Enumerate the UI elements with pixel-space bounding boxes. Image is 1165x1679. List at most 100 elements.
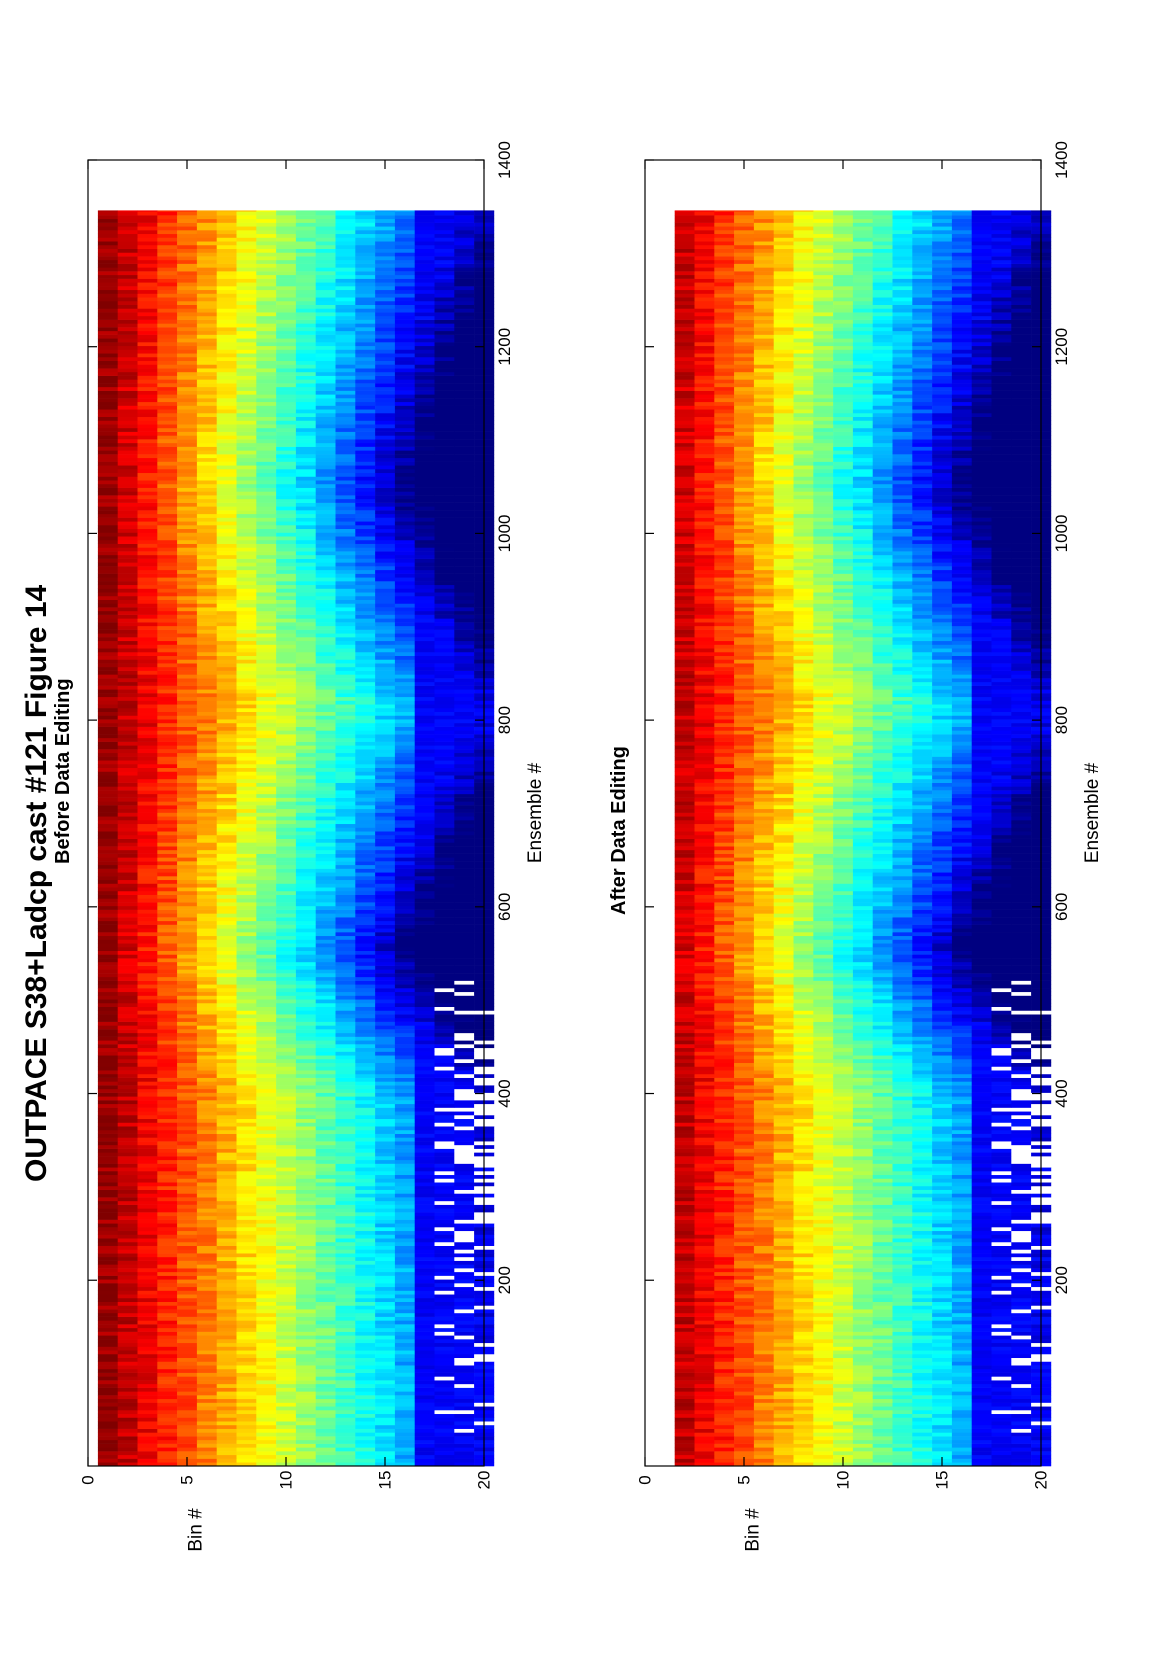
heatmap-cell <box>117 1234 138 1239</box>
heatmap-cell <box>97 547 118 552</box>
heatmap-cell <box>196 820 217 825</box>
heatmap-cell <box>216 991 237 996</box>
heatmap-cell <box>335 577 356 582</box>
heatmap-cell <box>295 1215 316 1220</box>
heatmap-cell <box>434 969 455 974</box>
heatmap-cell <box>414 1402 435 1407</box>
heatmap-cell <box>454 1219 475 1224</box>
heatmap-cell <box>196 577 217 582</box>
heatmap-cell <box>394 1402 415 1407</box>
heatmap-cell <box>137 797 158 802</box>
heatmap-cell <box>315 932 336 937</box>
heatmap-cell <box>454 655 475 660</box>
heatmap-cell <box>454 905 475 910</box>
heatmap-cell <box>196 1062 217 1067</box>
heatmap-cell <box>236 633 257 638</box>
heatmap-cell <box>454 633 475 638</box>
heatmap-cell <box>414 976 435 981</box>
heatmap-cell <box>375 864 396 869</box>
heatmap-cell <box>315 917 336 922</box>
heatmap-cell <box>295 640 316 645</box>
heatmap-cell <box>216 1002 237 1008</box>
heatmap-cell <box>196 637 217 642</box>
heatmap-cell <box>137 1025 158 1030</box>
heatmap-cell <box>256 603 277 608</box>
heatmap-cell <box>335 902 356 907</box>
heatmap-cell <box>434 704 455 709</box>
heatmap-cell <box>177 1439 198 1444</box>
heatmap-cell <box>315 1432 336 1437</box>
heatmap-cell <box>97 1413 118 1418</box>
heatmap-cell <box>276 1230 297 1235</box>
heatmap-cell <box>256 726 277 731</box>
heatmap-cell <box>375 950 396 955</box>
heatmap-cell <box>117 1256 138 1261</box>
heatmap-cell <box>414 581 435 586</box>
heatmap-cell <box>117 1129 138 1134</box>
heatmap-cell <box>394 909 415 914</box>
heatmap-cell <box>434 651 455 657</box>
heatmap-cell <box>177 1040 198 1045</box>
heatmap-cell <box>157 603 178 608</box>
heatmap-cell <box>276 1454 297 1459</box>
heatmap-cell <box>375 1380 396 1385</box>
heatmap-cell <box>177 1357 198 1362</box>
heatmap-cell <box>315 1189 336 1194</box>
heatmap-cell <box>355 894 376 899</box>
heatmap-cell <box>236 905 257 910</box>
heatmap-cell <box>355 905 376 910</box>
heatmap-cell <box>315 1174 336 1179</box>
heatmap-cell <box>157 980 178 985</box>
heatmap-cell <box>97 640 118 645</box>
heatmap-cell <box>454 853 475 858</box>
heatmap-cell <box>236 599 257 604</box>
heatmap-cell <box>276 857 297 862</box>
heatmap-cell <box>434 932 455 937</box>
heatmap-cell <box>196 1391 217 1396</box>
heatmap-cell <box>177 1402 198 1407</box>
heatmap-cell <box>414 1324 435 1329</box>
heatmap-cell <box>97 763 118 769</box>
heatmap-cell <box>256 1413 277 1418</box>
heatmap-cell <box>394 1167 415 1172</box>
heatmap-cell <box>375 805 396 810</box>
heatmap-cell <box>236 842 257 847</box>
heatmap-cell <box>276 584 297 589</box>
heatmap-cell <box>196 902 217 907</box>
heatmap-cell <box>117 1073 138 1078</box>
heatmap-cell <box>454 805 475 810</box>
heatmap-cell <box>137 1264 158 1269</box>
heatmap-cell <box>394 1309 415 1314</box>
heatmap-cell <box>375 1447 396 1452</box>
heatmap-cell <box>256 1432 277 1437</box>
heatmap-cell <box>117 730 138 735</box>
heatmap-cell <box>335 853 356 858</box>
heatmap-cell <box>157 1275 178 1280</box>
heatmap-cell <box>256 1014 277 1019</box>
heatmap-cell <box>196 1230 217 1235</box>
heatmap-cell <box>315 883 336 888</box>
heatmap-cell <box>117 793 138 798</box>
heatmap-cell <box>434 1268 455 1273</box>
heatmap-cell <box>434 1409 455 1415</box>
heatmap-cell <box>196 1268 217 1273</box>
heatmap-cell <box>414 573 435 578</box>
heatmap-cell <box>157 887 178 892</box>
heatmap-cell <box>117 1152 138 1157</box>
heatmap-cell <box>216 827 237 832</box>
heatmap-cell <box>177 640 198 645</box>
heatmap-cell <box>454 823 475 828</box>
heatmap-cell <box>414 726 435 731</box>
heatmap-cell <box>434 711 455 716</box>
heatmap-cell <box>394 655 415 660</box>
heatmap-cell <box>434 1163 455 1168</box>
heatmap-cell <box>117 976 138 981</box>
heatmap-cell <box>355 756 376 761</box>
heatmap-cell <box>454 1380 475 1385</box>
heatmap-cell <box>394 1174 415 1179</box>
heatmap-cell <box>117 961 138 966</box>
heatmap-cell <box>137 846 158 851</box>
heatmap-cell <box>355 655 376 660</box>
heatmap-cell <box>454 1044 475 1049</box>
heatmap-cell <box>97 1309 118 1314</box>
